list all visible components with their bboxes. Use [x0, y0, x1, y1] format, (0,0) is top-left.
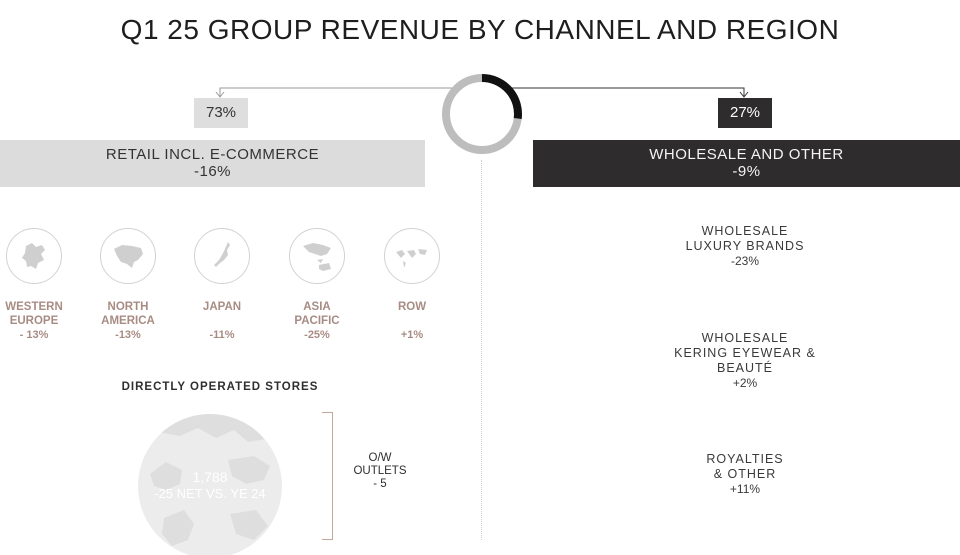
- retail-channel-change: -16%: [193, 163, 232, 180]
- world-map-icon: [384, 228, 440, 284]
- region-change: - 13%: [19, 329, 49, 341]
- region-change: -11%: [209, 329, 235, 341]
- region-name-line1: NORTH: [107, 301, 149, 313]
- region-western-europe: WESTERN EUROPE - 13%: [0, 228, 79, 342]
- outlets-prefix: O/W: [368, 452, 392, 464]
- stores-heading: DIRECTLY OPERATED STORES: [121, 381, 319, 393]
- region-north-america: NORTH AMERICA -13%: [83, 228, 173, 342]
- retail-arrow-icon: [215, 91, 225, 98]
- ws-line2: LUXURY BRANDS: [685, 239, 805, 253]
- asia-pacific-map-icon: [289, 228, 345, 284]
- region-name-line2: AMERICA: [101, 315, 155, 327]
- wholesale-share-badge: 27%: [718, 98, 772, 128]
- wholesale-arrow-icon: [739, 91, 749, 98]
- wholesale-item-royalties: ROYALTIES & OTHER +11%: [640, 452, 850, 497]
- region-change: -13%: [115, 329, 141, 341]
- retail-share-badge: 73%: [194, 98, 248, 128]
- donut-wholesale-segment: [481, 74, 522, 120]
- wholesale-item-eyewear-beaute: WHOLESALE KERING EYEWEAR & BEAUTÉ +2%: [640, 331, 850, 391]
- page-title: Q1 25 GROUP REVENUE BY CHANNEL AND REGIO…: [120, 14, 840, 45]
- outlets-note: O/W OUTLETS - 5: [345, 452, 415, 491]
- region-row: ROW +1%: [367, 228, 457, 342]
- retail-connector-line: [219, 87, 455, 96]
- region-name-line2: PACIFIC: [294, 315, 340, 327]
- wholesale-banner: WHOLESALE AND OTHER -9%: [533, 140, 960, 187]
- outlets-bracket: [322, 412, 333, 540]
- region-asia-pacific: ASIA PACIFIC -25%: [272, 228, 362, 342]
- channel-connector: [215, 87, 749, 98]
- globe-icon: [138, 414, 282, 555]
- outlets-value: - 5: [373, 478, 387, 490]
- ws-line1: ROYALTIES: [706, 452, 784, 466]
- stores-net-change: -25 NET VS. YE 24: [154, 486, 266, 501]
- region-japan: JAPAN -11%: [177, 228, 267, 342]
- ws-line1: WHOLESALE: [701, 331, 789, 345]
- column-divider: [481, 160, 482, 540]
- stores-count: 1,788: [192, 469, 228, 485]
- region-name-line1: ASIA: [303, 301, 331, 313]
- region-name-line2: EUROPE: [9, 315, 59, 327]
- region-name-line1: ROW: [397, 301, 427, 313]
- ws-change: -23%: [730, 254, 759, 268]
- retail-banner: RETAIL INCL. E-COMMERCE -16%: [0, 140, 425, 187]
- region-change: -25%: [304, 329, 330, 341]
- outlets-label: OUTLETS: [353, 465, 407, 477]
- ws-change: +11%: [729, 482, 761, 496]
- ws-line2: KERING EYEWEAR &: [674, 346, 816, 360]
- region-name-line1: JAPAN: [202, 301, 242, 313]
- channel-donut-chart: [442, 74, 522, 154]
- wholesale-channel-change: -9%: [732, 163, 761, 180]
- wholesale-channel-name: WHOLESALE AND OTHER: [649, 146, 844, 163]
- japan-map-icon: [194, 228, 250, 284]
- europe-map-icon: [6, 228, 62, 284]
- ws-line1: WHOLESALE: [701, 224, 789, 238]
- ws-line3: BEAUTÉ: [716, 361, 773, 375]
- region-name-line1: WESTERN: [5, 301, 63, 313]
- north-america-map-icon: [100, 228, 156, 284]
- wholesale-item-luxury-brands: WHOLESALE LUXURY BRANDS -23%: [640, 224, 850, 269]
- ws-change: +2%: [732, 376, 758, 390]
- ws-line2: & OTHER: [713, 467, 777, 481]
- retail-channel-name: RETAIL INCL. E-COMMERCE: [105, 146, 320, 163]
- wholesale-connector-line: [505, 87, 745, 96]
- region-change: +1%: [400, 329, 424, 341]
